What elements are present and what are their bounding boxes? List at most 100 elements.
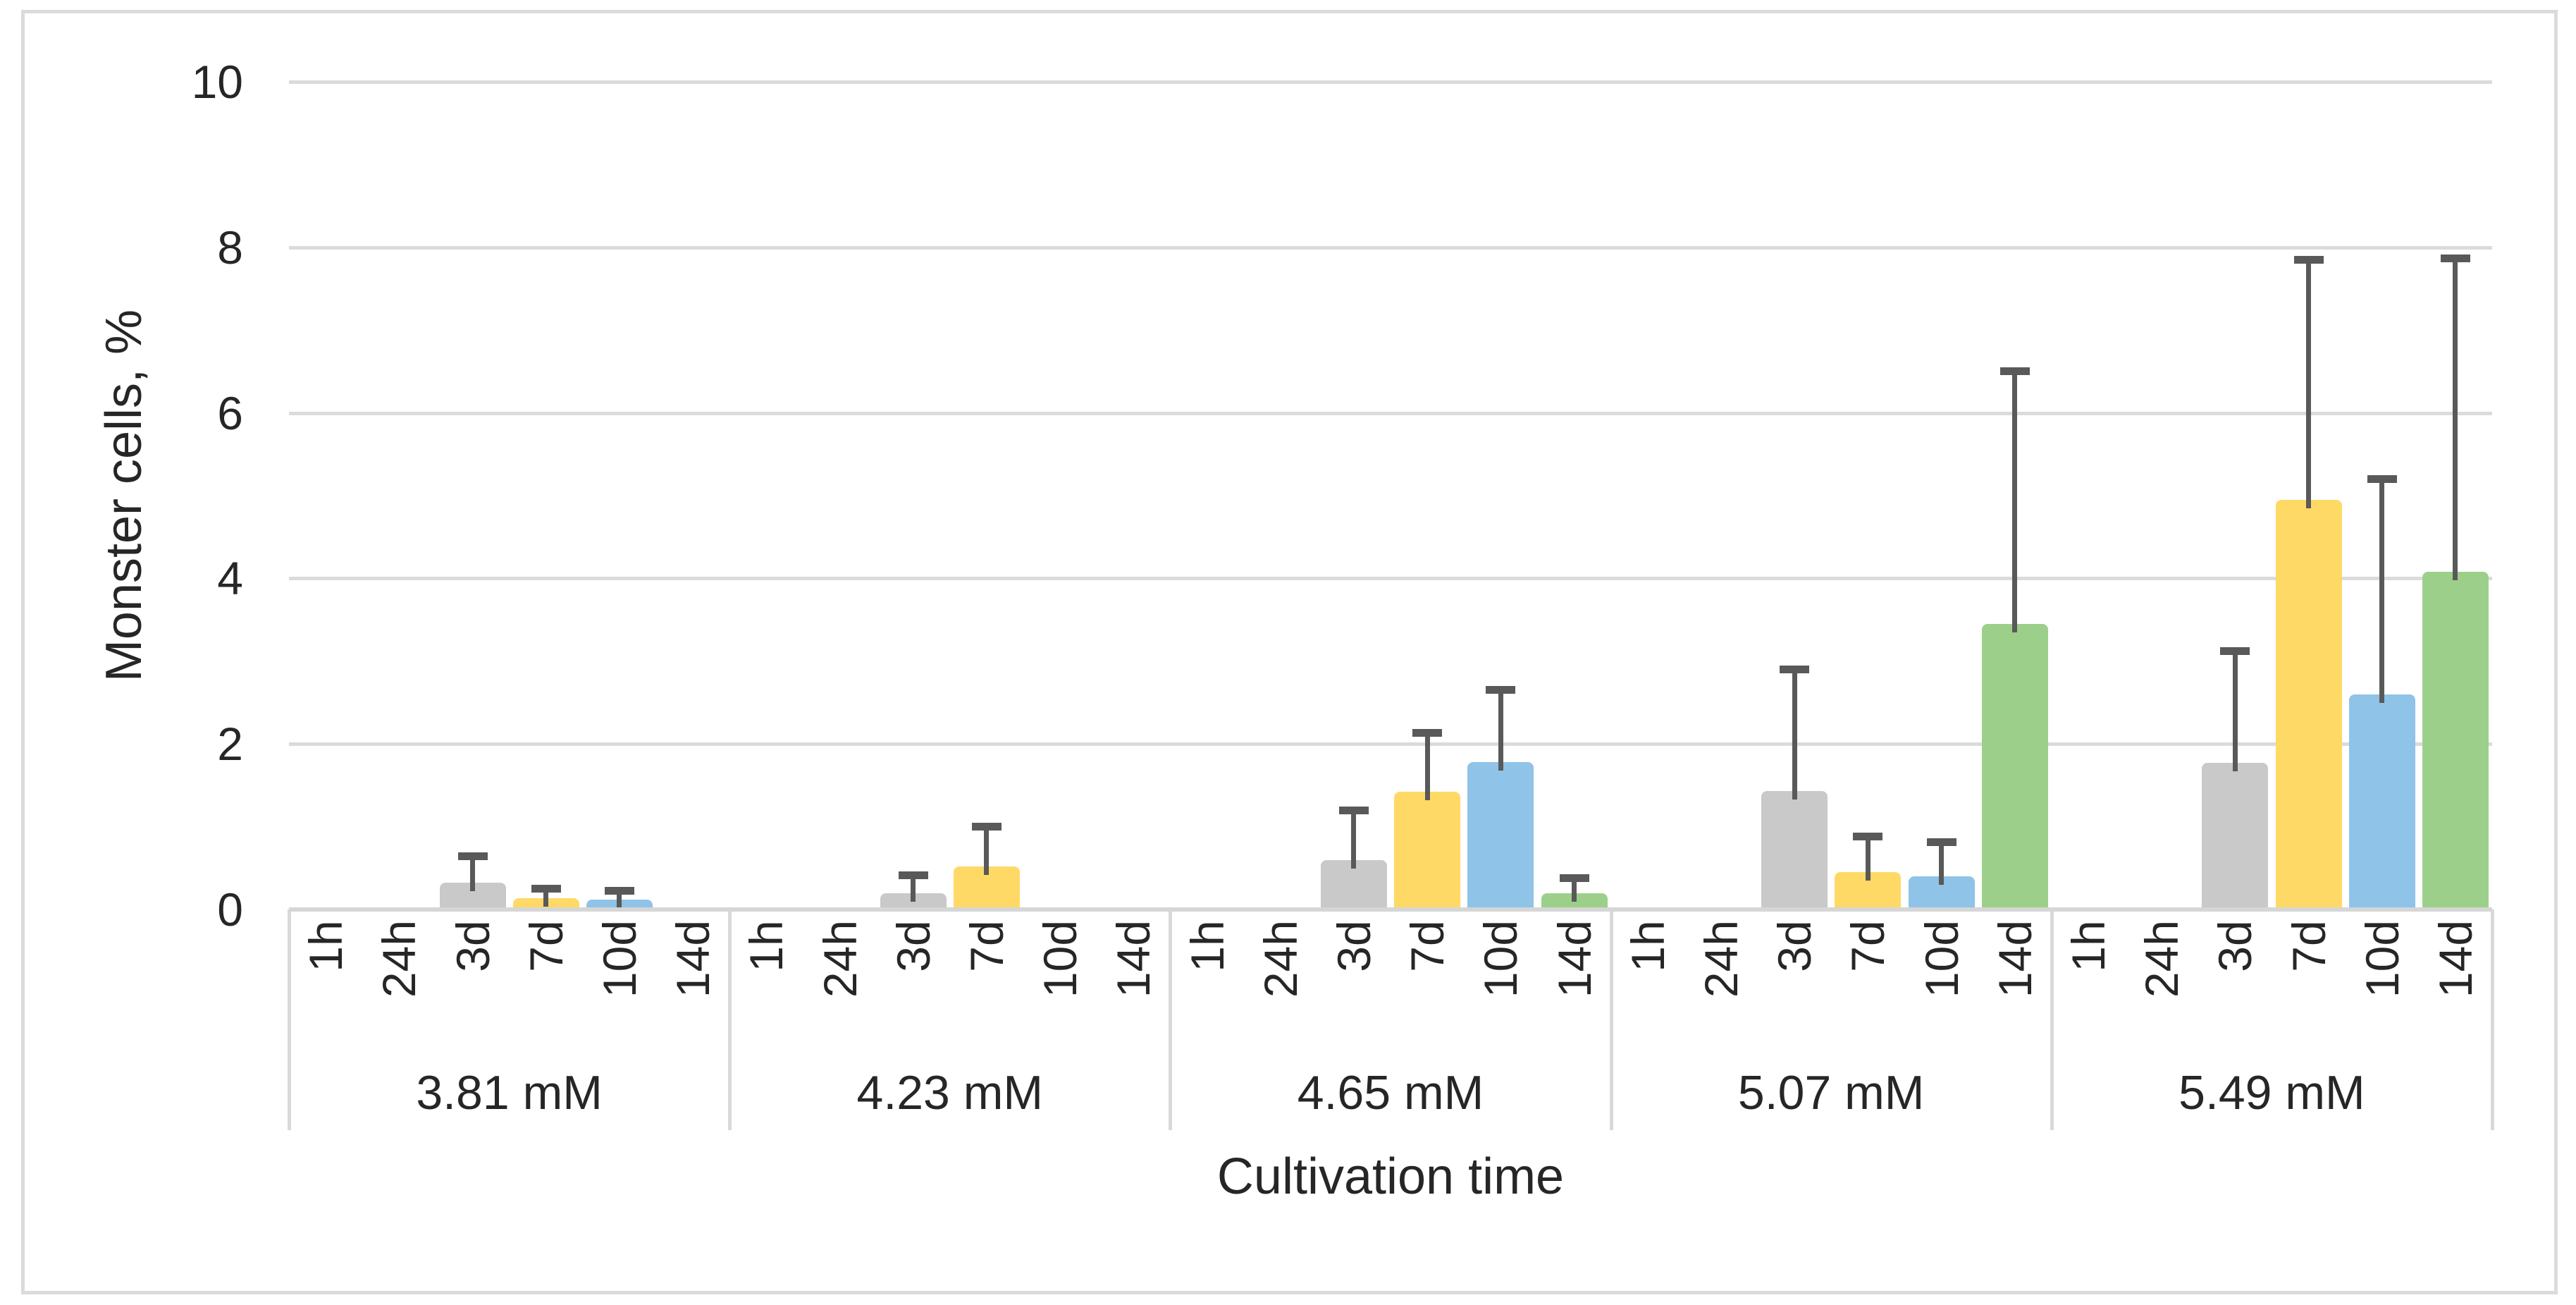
category-tick-label: 10d	[2355, 919, 2408, 998]
error-bar-cap	[2293, 255, 2324, 264]
error-bar-stem	[984, 826, 990, 875]
y-axis-tick-label: 0	[217, 883, 243, 936]
bar-7d	[1394, 792, 1461, 909]
category-tick-label: 7d	[1842, 919, 1894, 972]
category-tick-label: 24h	[2136, 919, 2188, 998]
error-bar-cap	[604, 886, 634, 895]
category-tick-label: 3d	[887, 919, 939, 972]
category-tick-label: 3d	[1768, 919, 1821, 972]
error-bar-cap	[1926, 838, 1956, 847]
category-tick-label: 3d	[2209, 919, 2262, 972]
category-tick-label: 14d	[1107, 919, 1160, 998]
error-bar-cap	[1780, 666, 1810, 674]
error-bar-stem	[470, 856, 475, 892]
error-bar-stem	[2379, 479, 2385, 703]
category-tick-label: 1h	[2062, 919, 2114, 972]
error-bar-cap	[2220, 647, 2250, 656]
category-tick-label: 7d	[2282, 919, 2335, 972]
category-tick-label: 10d	[1915, 919, 1968, 998]
error-bar-stem	[2306, 259, 2311, 508]
error-bar-cap	[1999, 367, 2030, 376]
error-bar-stem	[543, 888, 549, 907]
y-axis-tick-label: 4	[217, 552, 243, 605]
error-bar-cap	[1853, 833, 1883, 841]
group-separator	[2050, 909, 2054, 1130]
group-separator	[2491, 909, 2494, 1130]
error-bar-stem	[1939, 842, 1944, 886]
bar-3d	[1761, 791, 1828, 909]
group-label: 5.07 mM	[1737, 1066, 1925, 1120]
category-tick-label: 10d	[593, 919, 646, 998]
error-bar-stem	[1351, 810, 1357, 869]
x-axis-baseline	[289, 907, 2492, 912]
gridline	[289, 245, 2492, 250]
bar-14d	[2422, 572, 2489, 909]
category-tick-label: 24h	[1694, 919, 1747, 998]
category-tick-label: 7d	[960, 919, 1013, 972]
gridline	[289, 411, 2492, 415]
bar-10d	[1467, 762, 1534, 909]
group-label: 4.65 mM	[1297, 1066, 1484, 1120]
error-bar-stem	[617, 890, 622, 908]
error-bar-stem	[2453, 258, 2458, 581]
category-tick-label: 10d	[1034, 919, 1087, 998]
category-tick-label: 3d	[1327, 919, 1380, 972]
error-bar-cap	[971, 823, 1002, 831]
error-bar-cap	[1338, 806, 1369, 814]
bar-7d	[2275, 499, 2342, 909]
category-tick-label: 1h	[1621, 919, 1674, 972]
chart-border	[21, 10, 2558, 1294]
error-bar-stem	[2012, 371, 2018, 632]
plot-area	[289, 80, 2492, 912]
error-bar-stem	[1792, 669, 1797, 800]
gridline	[289, 742, 2492, 747]
gridline	[289, 577, 2492, 581]
error-bar-cap	[2367, 475, 2397, 484]
group-label: 4.23 mM	[856, 1066, 1044, 1120]
error-bar-stem	[911, 875, 916, 902]
group-label: 5.49 mM	[2178, 1066, 2365, 1120]
category-tick-label: 24h	[1254, 919, 1307, 998]
category-tick-label: 24h	[373, 919, 426, 998]
bar-10d	[2348, 694, 2415, 909]
category-tick-label: 14d	[1988, 919, 2041, 998]
category-tick-label: 10d	[1474, 919, 1527, 998]
group-separator	[1169, 909, 1173, 1130]
y-axis-tick-label: 6	[217, 386, 243, 439]
y-axis-tick-label: 8	[217, 221, 243, 274]
x-axis-title: Cultivation time	[1216, 1148, 1565, 1205]
group-label: 3.81 mM	[416, 1066, 603, 1120]
group-separator	[1609, 909, 1613, 1130]
category-tick-label: 1h	[740, 919, 793, 972]
error-bar-stem	[1424, 733, 1430, 801]
error-bar-cap	[898, 871, 928, 880]
category-tick-label: 1h	[1181, 919, 1233, 972]
error-bar-stem	[1572, 878, 1577, 902]
y-axis-tick-label: 2	[217, 718, 243, 771]
error-bar-cap	[531, 885, 561, 893]
error-bar-cap	[457, 852, 488, 861]
bar-14d	[1981, 623, 2048, 909]
error-bar-cap	[1412, 729, 1443, 737]
gridline	[289, 80, 2492, 84]
category-tick-label: 3d	[446, 919, 499, 972]
group-separator	[288, 909, 291, 1130]
group-separator	[728, 909, 732, 1130]
category-tick-label: 1h	[300, 919, 352, 972]
y-axis-title: Monster cells, %	[96, 309, 152, 682]
error-bar-cap	[1559, 874, 1589, 882]
error-bar-cap	[2440, 254, 2470, 262]
y-axis-tick-label: 10	[191, 56, 243, 108]
category-tick-label: 7d	[1401, 919, 1454, 972]
category-tick-label: 14d	[2429, 919, 2482, 998]
bar-3d	[2202, 763, 2269, 909]
category-tick-label: 7d	[519, 919, 572, 972]
error-bar-stem	[1865, 836, 1871, 881]
error-bar-stem	[1498, 690, 1503, 771]
error-bar-stem	[2232, 651, 2238, 772]
category-tick-label: 14d	[1548, 919, 1601, 998]
category-tick-label: 24h	[813, 919, 866, 998]
error-bar-cap	[1486, 686, 1516, 694]
category-tick-label: 14d	[667, 919, 720, 998]
